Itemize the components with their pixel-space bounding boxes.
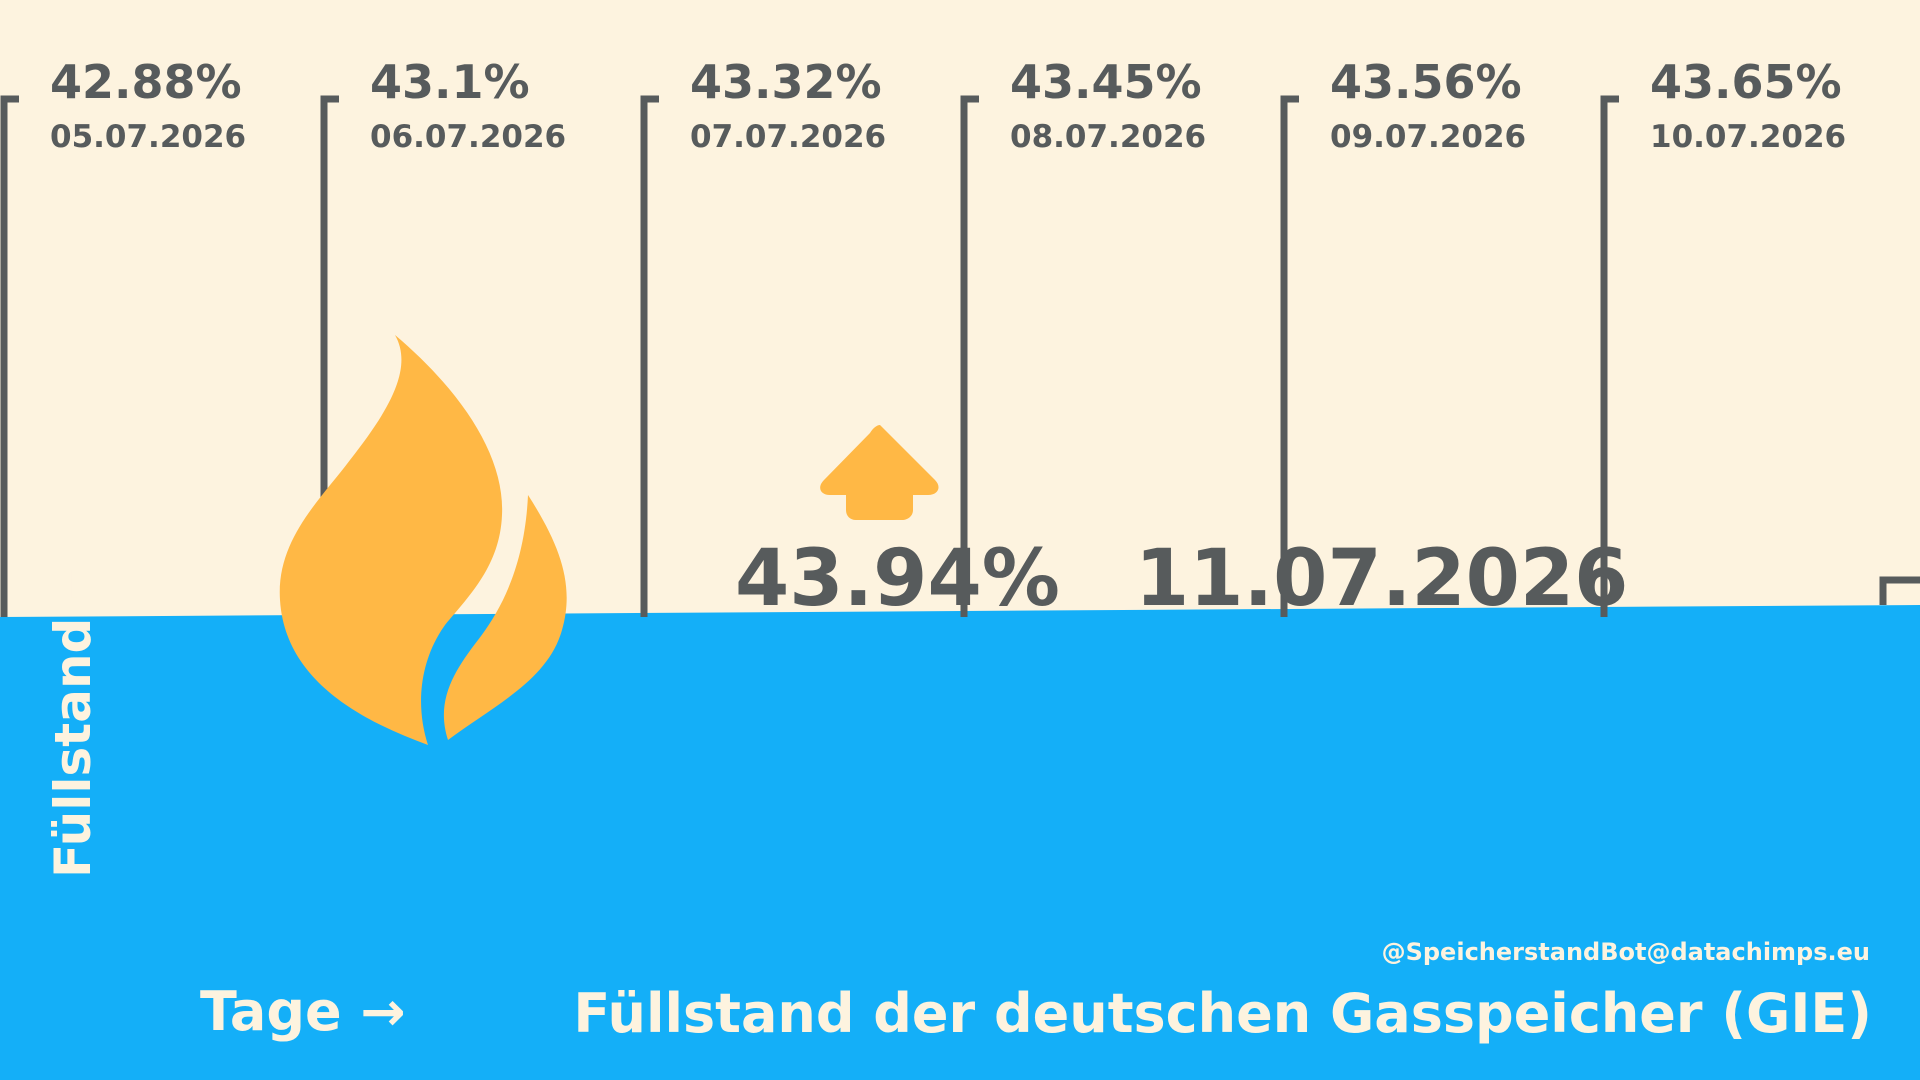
fill-level-area: [0, 605, 1920, 1080]
series-markers: 42.88% 05.07.2026 43.1% 06.07.2026 43.32% 07.…: [0, 55, 1920, 617]
source-handle: @SpeicherstandBot@datachimps.eu: [1382, 938, 1870, 966]
data-label-date: 05.07.2026: [50, 119, 246, 155]
data-label-date: 09.07.2026: [1330, 119, 1526, 155]
arrow-up-icon: [820, 425, 939, 520]
data-label-value: 43.1%: [370, 55, 530, 109]
data-label-value: 43.65%: [1650, 55, 1842, 109]
data-label-date: 10.07.2026: [1650, 119, 1846, 155]
series-marker: [960, 95, 979, 617]
latest-date-label: 11.07.2026: [1135, 534, 1628, 624]
series-marker: [640, 95, 659, 617]
series-marker-latest: [1879, 576, 1920, 605]
series-marker: [1280, 95, 1299, 617]
data-label-date: 08.07.2026: [1010, 119, 1206, 155]
data-label-value: 43.32%: [690, 55, 882, 109]
latest-value-label: 43.94%: [735, 534, 1060, 624]
data-label-date: 07.07.2026: [690, 119, 886, 155]
series-marker: [320, 95, 339, 617]
flame-icon: [279, 335, 567, 745]
series-marker: [0, 95, 19, 617]
data-label-value: 42.88%: [50, 55, 242, 109]
data-label-value: 43.56%: [1330, 55, 1522, 109]
chart-title: Füllstand der deutschen Gasspeicher (GIE…: [573, 982, 1872, 1045]
y-axis-label: Füllstand →: [44, 558, 102, 878]
series-marker: [1600, 95, 1619, 617]
data-label-value: 43.45%: [1010, 55, 1202, 109]
data-label-date: 06.07.2026: [370, 119, 566, 155]
x-axis-label: Tage →: [200, 980, 406, 1043]
